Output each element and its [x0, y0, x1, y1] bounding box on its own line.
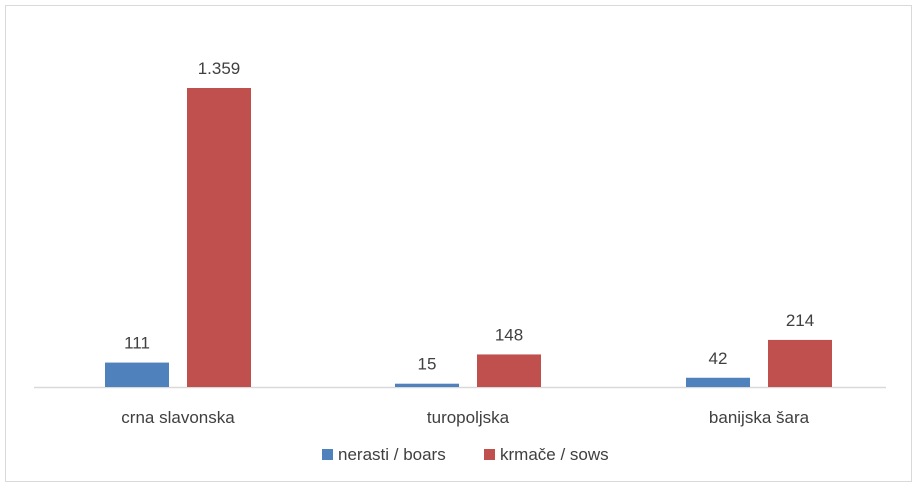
bar-sows-2	[768, 339, 832, 387]
bar-boars-2	[686, 377, 750, 387]
legend-swatch-boars	[322, 449, 333, 460]
legend-swatch-sows	[484, 449, 495, 460]
data-label-sows-1: 148	[495, 325, 523, 344]
bar-boars-0	[105, 362, 169, 387]
category-label-1: turopoljska	[427, 408, 510, 427]
legend-label-sows: krmače / sows	[500, 445, 609, 464]
data-label-boars-2: 42	[709, 349, 728, 368]
chart-frame	[5, 5, 912, 482]
data-label-sows-2: 214	[786, 311, 814, 330]
category-label-2: banijska šara	[709, 408, 810, 427]
data-label-boars-0: 111	[124, 334, 150, 353]
data-label-sows-0: 1.359	[198, 59, 241, 78]
category-label-0: crna slavonska	[121, 408, 235, 427]
bar-sows-0	[187, 88, 251, 387]
bar-boars-1	[395, 383, 459, 387]
data-label-boars-1: 15	[418, 355, 437, 374]
legend-label-boars: nerasti / boars	[338, 445, 446, 464]
bar-sows-1	[477, 354, 541, 387]
